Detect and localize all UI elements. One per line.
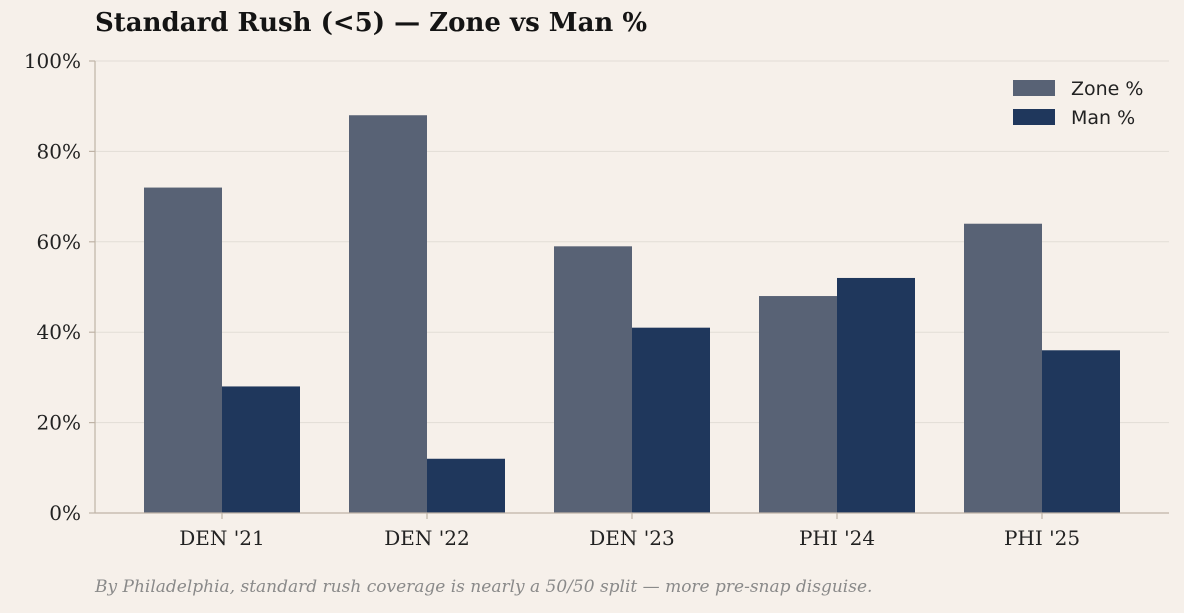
legend-swatch [1013,80,1055,96]
y-tick-label: 100% [24,49,81,73]
y-tick-label: 80% [37,139,81,163]
y-tick-label: 0% [49,501,81,525]
y-axis-ticks: 0% 20% 40% 60% 80% 100% [24,49,95,525]
y-tick-label: 40% [37,320,81,344]
bar-zone [554,246,632,513]
bar-man [632,327,710,513]
y-tick-label: 60% [37,230,81,254]
legend-label: Man % [1071,107,1135,129]
x-tick-label: PHI '24 [799,526,875,550]
legend-label: Zone % [1071,78,1143,100]
x-tick-label: PHI '25 [1004,526,1080,550]
bar-man [837,277,915,513]
x-tick-label: DEN '22 [384,526,469,550]
x-tick-label: DEN '21 [179,526,264,550]
chart-caption: By Philadelphia, standard rush coverage … [95,577,873,597]
chart-title: Standard Rush (<5) — Zone vs Man % [95,8,648,38]
bars [144,115,1120,514]
bar-zone [144,187,222,513]
bar-man [1042,350,1120,513]
bar-zone [964,223,1042,513]
x-axis-ticks: DEN '21 DEN '22 DEN '23 PHI '24 PHI '25 [179,513,1080,550]
legend-swatch [1013,109,1055,125]
bar-man [427,458,505,513]
legend: Zone % Man % [1013,78,1143,129]
bar-zone [759,296,837,513]
y-tick-label: 20% [37,411,81,435]
bar-zone [349,115,427,514]
x-tick-label: DEN '23 [589,526,674,550]
bar-man [222,386,300,513]
